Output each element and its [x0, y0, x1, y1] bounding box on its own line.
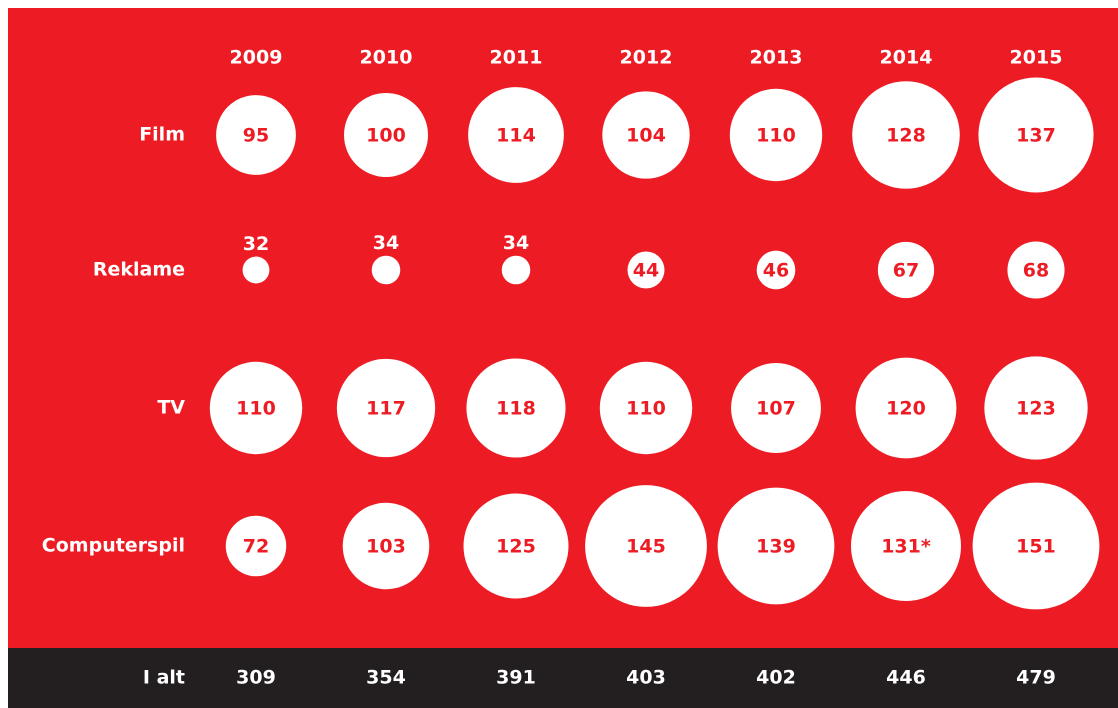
bubble — [501, 255, 531, 285]
value-label: 110 — [756, 125, 796, 147]
bubble — [852, 81, 960, 189]
bubble — [371, 255, 401, 285]
total-value: 479 — [1016, 667, 1056, 689]
bubble — [756, 250, 796, 290]
total-value: 403 — [626, 667, 666, 689]
total-value: 402 — [756, 667, 796, 689]
value-label: 125 — [496, 536, 536, 558]
bubble — [242, 256, 270, 284]
column-header: 2015 — [1010, 47, 1063, 69]
value-label: 44 — [633, 260, 659, 282]
bubble — [984, 356, 1088, 460]
value-label: 68 — [1023, 260, 1049, 282]
value-label: 46 — [763, 260, 789, 282]
bubble — [225, 515, 287, 577]
value-label: 114 — [496, 125, 536, 147]
bubble — [336, 358, 436, 458]
value-label: 107 — [756, 398, 796, 420]
bubble — [731, 363, 821, 453]
bubble — [717, 487, 835, 605]
bubble — [855, 357, 957, 459]
total-value: 354 — [366, 667, 406, 689]
bubble — [463, 493, 569, 599]
column-header: 2011 — [490, 47, 543, 69]
value-label: 120 — [886, 398, 926, 420]
value-label: 118 — [496, 398, 536, 420]
value-label: 104 — [626, 125, 666, 147]
column-header: 2013 — [750, 47, 803, 69]
totals-bar — [8, 648, 1118, 708]
bubble — [627, 251, 665, 289]
bubble — [342, 502, 430, 590]
value-label: 95 — [243, 125, 269, 147]
total-value: 309 — [236, 667, 276, 689]
row-label: TV — [157, 397, 185, 419]
value-label: 34 — [373, 232, 399, 254]
value-label: 100 — [366, 125, 406, 147]
bubble — [850, 490, 962, 602]
bubble — [978, 77, 1094, 193]
row-label: Reklame — [93, 259, 185, 281]
bubble — [216, 95, 296, 175]
bubble — [344, 93, 428, 177]
bubble — [972, 482, 1100, 610]
value-label: 110 — [236, 398, 276, 420]
bubble — [602, 91, 690, 179]
value-label: 137 — [1016, 125, 1056, 147]
column-header: 2012 — [620, 47, 673, 69]
value-label: 123 — [1016, 398, 1056, 420]
value-label: 103 — [366, 536, 406, 558]
value-label: 145 — [626, 536, 666, 558]
column-header: 2009 — [230, 47, 283, 69]
value-label: 139 — [756, 536, 796, 558]
value-label: 131* — [881, 536, 931, 558]
bubble — [585, 485, 707, 607]
value-label: 110 — [626, 398, 666, 420]
row-label: Computerspil — [42, 535, 185, 557]
bubble — [466, 358, 566, 458]
bubble — [599, 361, 693, 455]
value-label: 32 — [243, 233, 269, 255]
bubble — [209, 361, 303, 455]
bubble — [729, 88, 823, 182]
bubble — [877, 241, 935, 299]
total-label: I alt — [143, 667, 185, 689]
column-header: 2010 — [360, 47, 413, 69]
value-label: 67 — [893, 260, 919, 282]
total-value: 446 — [886, 667, 926, 689]
value-label: 117 — [366, 398, 406, 420]
row-label: Film — [139, 124, 185, 146]
value-label: 151 — [1016, 536, 1056, 558]
bubble — [1007, 241, 1065, 299]
value-label: 72 — [243, 536, 269, 558]
total-value: 391 — [496, 667, 536, 689]
bubble — [468, 87, 564, 183]
column-header: 2014 — [880, 47, 933, 69]
value-label: 34 — [503, 232, 529, 254]
value-label: 128 — [886, 125, 926, 147]
